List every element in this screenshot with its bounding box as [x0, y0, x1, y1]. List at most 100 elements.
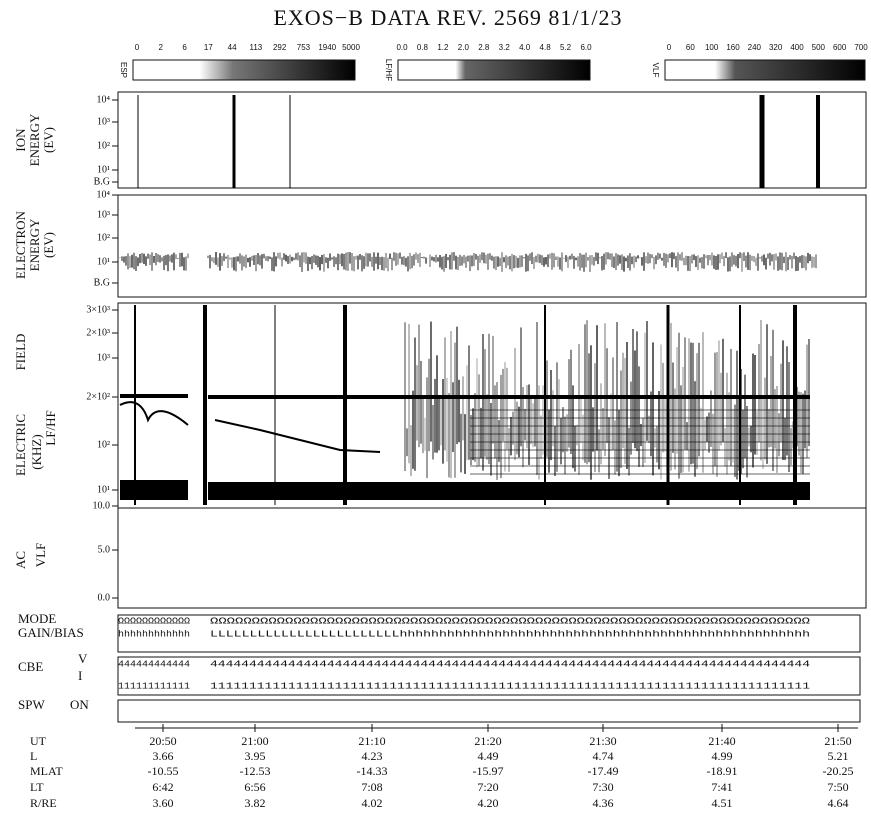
ephemeris-value: -10.55 — [148, 764, 179, 778]
color-bar-tick: 44 — [228, 43, 237, 52]
panel-frame — [118, 92, 866, 188]
color-bar-tick: 0 — [135, 43, 140, 52]
status-code: 4444444444444444444444444444444444444444… — [210, 659, 810, 669]
status-label: MODE — [18, 611, 56, 626]
color-bar-tick: 6 — [182, 43, 187, 52]
ephemeris-value: 4.49 — [478, 749, 499, 763]
color-bar-tick: 2.0 — [458, 43, 470, 52]
color-bar-tick: 700 — [854, 43, 868, 52]
color-bar-tick: 160 — [726, 43, 740, 52]
panel-frame — [118, 508, 866, 608]
status-code: 444444444444 — [118, 659, 190, 669]
color-bar-tick: 292 — [273, 43, 287, 52]
panel-label: ION — [13, 128, 28, 152]
ephemeris-value: 6:56 — [244, 780, 265, 794]
panel-label: LF/HF — [43, 410, 58, 445]
color-bar-tick: 400 — [790, 43, 804, 52]
color-bar-tick: 100 — [705, 43, 719, 52]
y-tick-label: 10⁴ — [97, 189, 111, 200]
panel-frame — [118, 195, 866, 297]
status-code: 111111111111 — [118, 681, 190, 691]
y-tick-label: 10.0 — [93, 500, 111, 511]
status-code: hhhhhhhhhhhh — [118, 629, 190, 639]
y-tick-label: B.G — [94, 277, 110, 288]
ephemeris-value: 7:08 — [361, 780, 382, 794]
exos-b-summary-plot: EXOS−B DATA REV. 2569 81/1/23 ESP 0 2 6 17 44… — [0, 0, 871, 826]
panel-label: (EV) — [41, 127, 56, 153]
color-bar-tick: 1.2 — [437, 43, 449, 52]
status-code: ΩΩΩΩΩΩΩΩΩΩΩΩ — [118, 616, 191, 626]
panel-label: (KHZ) — [29, 434, 44, 469]
color-bar-tick: 2 — [159, 43, 164, 52]
ephemeris-value: -17.49 — [588, 764, 619, 778]
y-tick-label: 10¹ — [97, 484, 110, 495]
esp-color-bar — [133, 60, 355, 80]
y-tick-label: 10¹ — [97, 256, 110, 267]
color-bar-tick: 113 — [250, 43, 263, 52]
color-bar-tick: 1940 — [318, 43, 336, 52]
lfhf-color-bar — [398, 60, 590, 80]
title: EXOS−B DATA REV. 2569 81/1/23 — [273, 5, 622, 30]
panel-label: VLF — [33, 543, 48, 568]
status-label: GAIN/BIAS — [18, 625, 84, 640]
ephemeris-value: 4.02 — [362, 796, 383, 810]
panel-label: FIELD — [13, 334, 28, 371]
ephemeris-value: 6:42 — [152, 780, 173, 794]
ephemeris-value: 4.23 — [362, 749, 383, 763]
y-tick-label: 10⁴ — [97, 94, 111, 105]
color-bar-tick: 5000 — [342, 43, 360, 52]
color-bar-tick: 0 — [667, 43, 672, 52]
status-code: 1111111111111111111111111111111111111111… — [210, 681, 810, 691]
vlf-color-bar — [665, 60, 865, 80]
ef-band — [208, 482, 810, 500]
y-tick-label: 10² — [97, 439, 110, 450]
status-label: I — [78, 668, 82, 683]
y-tick-label: 10³ — [97, 116, 110, 127]
ephemeris-value: 4.64 — [828, 796, 849, 810]
ephemeris-value: 7:50 — [827, 780, 848, 794]
color-bar-tick: 600 — [833, 43, 847, 52]
y-tick-label: 10² — [97, 232, 110, 243]
ephemeris-value: -12.53 — [240, 764, 271, 778]
panel-label: ELECTRON — [13, 210, 28, 278]
ephemeris-value: 21:40 — [708, 734, 735, 748]
y-tick-label: 5.0 — [98, 544, 111, 555]
panel-frame — [118, 303, 866, 508]
color-bar-label: ESP — [119, 62, 128, 78]
ephemeris-value: 21:00 — [241, 734, 268, 748]
panel-label: ENERGY — [27, 113, 42, 166]
ephemeris-value: -15.97 — [473, 764, 504, 778]
y-tick-label: 2×10³ — [86, 327, 110, 338]
ephemeris-value: 21:10 — [358, 734, 385, 748]
y-tick-label: B.G — [94, 176, 110, 187]
y-tick-label: 10³ — [97, 209, 110, 220]
panel-label: ENERGY — [27, 218, 42, 271]
color-bar-tick: 500 — [812, 43, 826, 52]
color-bar-tick: 5.2 — [560, 43, 572, 52]
status-label: V — [78, 651, 88, 666]
color-bar-tick: 4.0 — [519, 43, 531, 52]
ephemeris-value: -18.91 — [707, 764, 738, 778]
ephemeris-value: 7:20 — [477, 780, 498, 794]
y-tick-label: 0.0 — [98, 592, 111, 603]
panel-label: (EV) — [41, 232, 56, 258]
status-label: CBE — [18, 659, 43, 674]
color-bar-tick: 6.0 — [580, 43, 592, 52]
color-bar-tick: 2.8 — [478, 43, 490, 52]
color-bar-label: VLF — [651, 63, 660, 78]
ephemeris-value: 4.20 — [478, 796, 499, 810]
ephemeris-value: 3.82 — [245, 796, 266, 810]
status-label: ON — [70, 697, 89, 712]
ephemeris-value: 3.60 — [153, 796, 174, 810]
ef-band — [120, 480, 188, 500]
color-bar-tick: 4.8 — [540, 43, 552, 52]
color-bar-tick: 17 — [204, 43, 213, 52]
status-label: SPW — [18, 697, 45, 712]
panel-label: AC — [13, 551, 28, 569]
ephemeris-label: L — [30, 749, 37, 763]
color-bar-tick: 60 — [686, 43, 695, 52]
ephemeris-label: LT — [30, 780, 44, 794]
status-code: LLLLLLLLLLLLLLLLLLLLLLLLhhhhhhhhhhhhhhhh… — [210, 629, 810, 639]
ephemeris-value: 21:20 — [474, 734, 501, 748]
spw-frame — [118, 700, 860, 722]
